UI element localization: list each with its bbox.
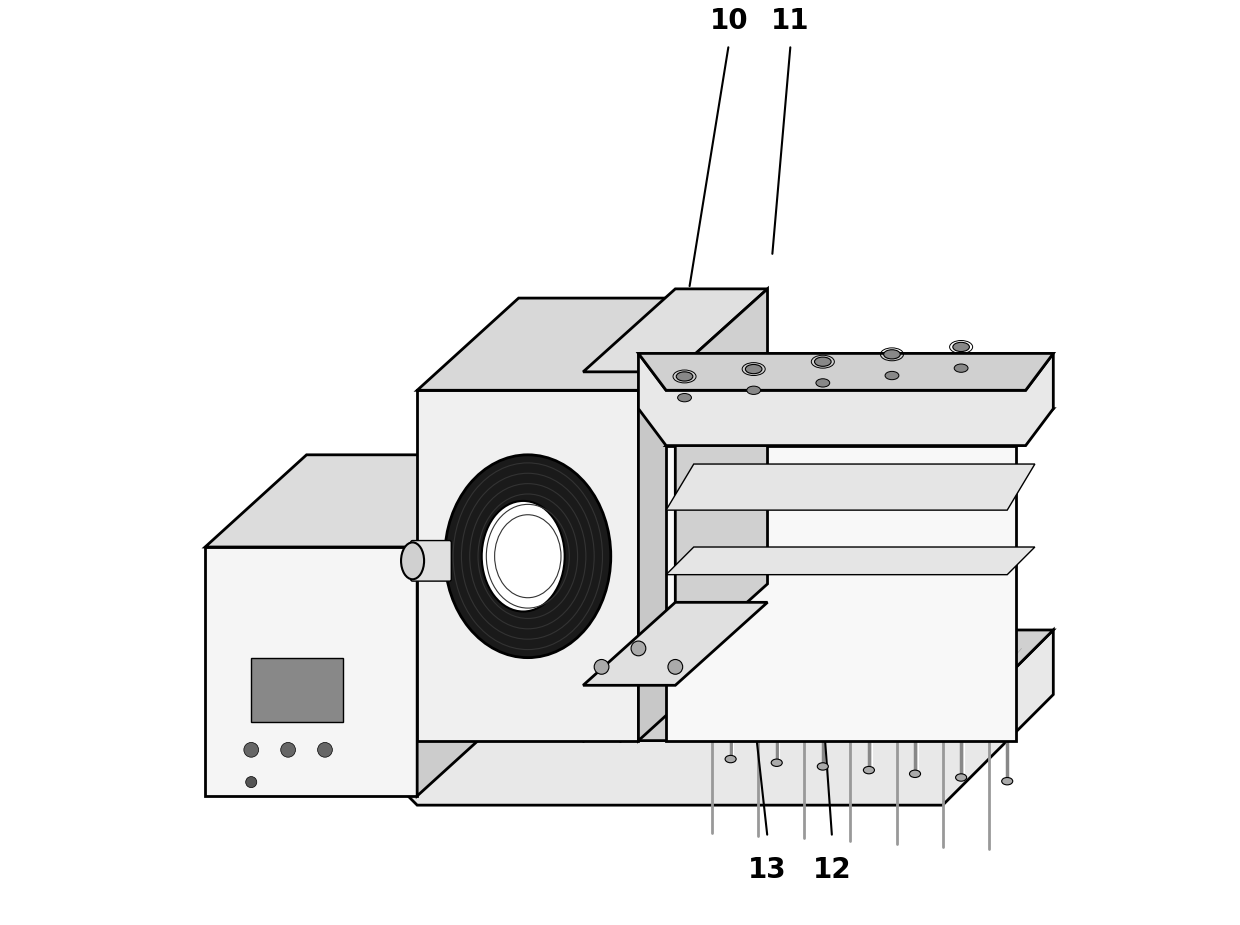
Text: 10: 10 — [709, 7, 748, 35]
Ellipse shape — [816, 378, 830, 387]
Ellipse shape — [815, 357, 831, 366]
Polygon shape — [417, 298, 740, 390]
FancyBboxPatch shape — [252, 658, 343, 722]
Circle shape — [246, 777, 257, 787]
Ellipse shape — [885, 371, 899, 379]
Ellipse shape — [677, 393, 692, 401]
Text: 12: 12 — [812, 856, 852, 884]
Circle shape — [668, 660, 683, 674]
Ellipse shape — [745, 364, 761, 374]
Polygon shape — [417, 390, 639, 741]
Ellipse shape — [746, 386, 760, 394]
Text: 13: 13 — [748, 856, 787, 884]
FancyBboxPatch shape — [410, 540, 451, 581]
Polygon shape — [639, 353, 1053, 390]
Circle shape — [594, 660, 609, 674]
Polygon shape — [639, 353, 1053, 446]
Ellipse shape — [909, 771, 920, 778]
Ellipse shape — [771, 759, 782, 767]
Ellipse shape — [1002, 778, 1013, 785]
Ellipse shape — [863, 767, 874, 774]
Circle shape — [317, 743, 332, 758]
Ellipse shape — [955, 364, 968, 372]
Ellipse shape — [481, 501, 564, 611]
Polygon shape — [666, 409, 1053, 446]
Polygon shape — [205, 547, 417, 796]
Polygon shape — [639, 298, 740, 741]
Ellipse shape — [445, 455, 611, 658]
Polygon shape — [306, 630, 1053, 741]
Polygon shape — [205, 455, 518, 547]
Ellipse shape — [676, 372, 693, 381]
Ellipse shape — [725, 756, 737, 763]
Ellipse shape — [956, 774, 967, 782]
Polygon shape — [666, 464, 1035, 510]
Ellipse shape — [817, 763, 828, 771]
Text: 11: 11 — [771, 7, 810, 35]
Ellipse shape — [884, 350, 900, 359]
Polygon shape — [417, 455, 518, 796]
Polygon shape — [676, 289, 768, 667]
Polygon shape — [583, 602, 768, 685]
Ellipse shape — [401, 542, 424, 579]
Circle shape — [244, 743, 259, 758]
Polygon shape — [666, 446, 1017, 741]
Polygon shape — [666, 547, 1035, 574]
Polygon shape — [306, 630, 1053, 805]
Circle shape — [631, 641, 646, 656]
Ellipse shape — [952, 342, 970, 352]
Polygon shape — [583, 289, 768, 372]
Circle shape — [280, 743, 295, 758]
